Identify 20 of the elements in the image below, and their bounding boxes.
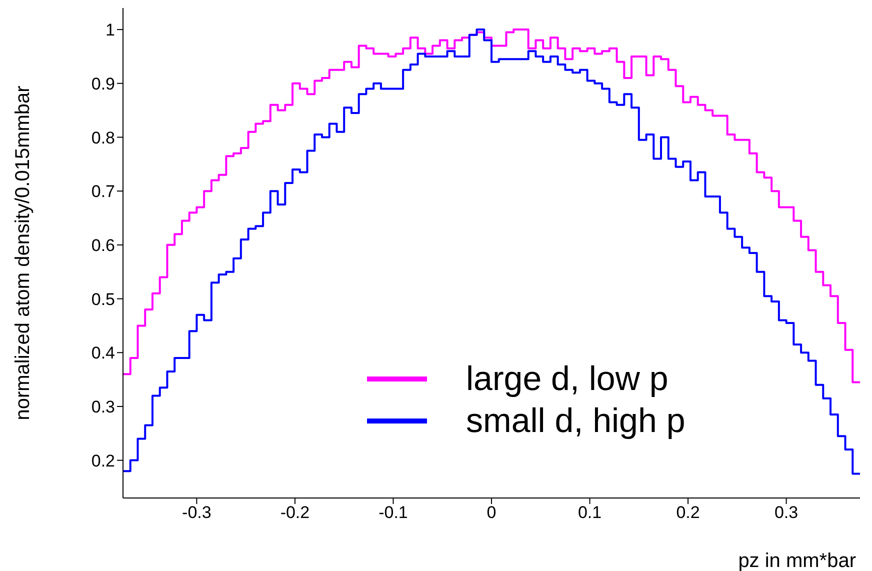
x-axis-title: pz in mm*bar <box>738 550 856 571</box>
x-tick-label: 0.3 <box>774 503 798 522</box>
x-tick-label: 0 <box>486 503 496 522</box>
y-tick-label: 0.5 <box>91 290 115 309</box>
x-tick-label: 0.2 <box>676 503 700 522</box>
y-tick-label: 0.3 <box>91 397 115 416</box>
y-tick-label: 0.2 <box>91 451 115 470</box>
y-tick-label: 0.7 <box>91 182 115 202</box>
x-tick-label: -0.1 <box>378 503 408 522</box>
x-tick-label: 0.1 <box>578 503 602 522</box>
legend-label: large d, low p <box>466 360 668 398</box>
y-tick-label: 0.6 <box>91 236 115 255</box>
y-axis-title: normalized atom density/0.015mmbar <box>12 85 34 420</box>
x-tick-label: -0.3 <box>182 503 212 522</box>
y-tick-label: 0.9 <box>91 74 115 94</box>
y-tick-label: 0.4 <box>91 344 115 363</box>
x-tick-label: -0.2 <box>280 503 310 522</box>
legend-label: small d, high p <box>466 402 686 440</box>
y-tick-label: 1 <box>106 20 115 40</box>
y-tick-label: 0.8 <box>91 128 115 148</box>
